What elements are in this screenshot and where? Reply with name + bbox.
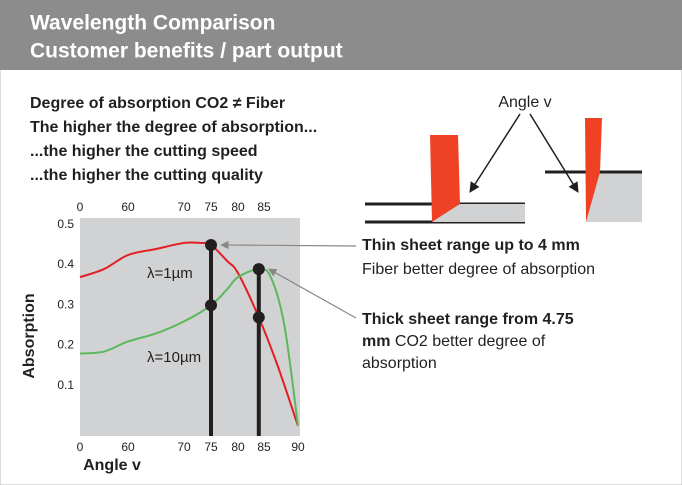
callout-title: Thick sheet range from 4.75 [362,311,574,328]
point: The higher the degree of absorption... [30,119,317,136]
point: Degree of absorption CO2 ≠ Fiber [30,95,285,112]
callout-text: Fiber better degree of absorption [362,261,595,278]
point [252,263,265,276]
x-tick-label: 85 [257,440,271,454]
x2-tick-label: 80 [231,200,245,214]
arrow [529,113,579,193]
x-tick-label: 80 [231,440,245,454]
x-tick-label: 70 [177,440,191,454]
x-tick-label: 0 [77,440,84,454]
x-axis-label: Angle v [83,457,141,474]
y-axis-label: Absorption [21,293,38,378]
point: ...the higher the cutting speed [30,143,258,160]
header-bar [0,0,682,70]
series-label: λ=10µm [147,349,201,366]
x2-tick-label: 85 [257,200,271,214]
y-tick-label: 0.2 [57,338,74,352]
x2-tick-label: 0 [77,200,84,214]
cutting-front [585,118,602,222]
series-label: λ=1µm [147,265,193,282]
plot-area [80,218,300,436]
callout-arrow [268,268,357,319]
callout-title: Thin sheet range up to 4 mm [362,237,580,254]
plot: 0 60 70 75 80 85 90 0 60 70 75 80 85 0.1 0.2 0.3 0.4 0.5 λ… [57,200,357,454]
title: Wavelength Comparison [30,12,275,35]
title: Customer benefits / part output [30,40,343,63]
callout-line: mm CO2 better degree of [362,333,546,350]
callout-arrow [220,240,357,250]
diagram-label: Angle v [498,94,551,111]
y-tick-label: 0.4 [57,257,74,271]
series-line [79,268,299,427]
x-tick-label: 75 [204,440,218,454]
x2-tick-label: 75 [204,200,218,214]
x-tick-label: 90 [291,440,305,454]
y-tick-label: 0.1 [57,378,74,392]
x2-tick-label: 60 [121,200,135,214]
x-tick-label: 60 [121,440,135,454]
plate-cut [432,204,525,222]
x2-tick-label: 70 [177,200,191,214]
callout-text: absorption [362,355,437,372]
arrow [469,113,521,193]
y-tick-label: 0.3 [57,297,74,311]
callout-title: mm [362,333,390,350]
callout-text: CO2 better degree of [390,333,545,350]
cutting-front [430,135,460,222]
point [205,299,217,312]
y-tick-label: 0.5 [57,217,74,231]
point: ...the higher the cutting quality [30,167,263,184]
point [252,311,265,324]
point [205,238,217,251]
